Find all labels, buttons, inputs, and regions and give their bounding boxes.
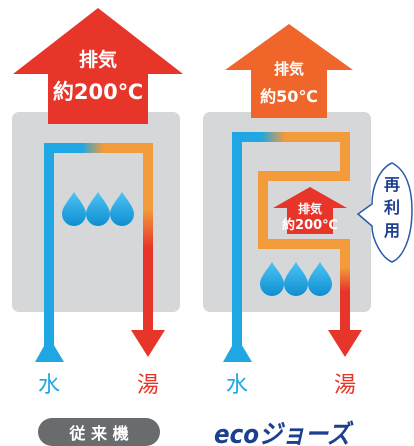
right-hot-outlet-arrow-icon — [328, 330, 362, 357]
eco-jozu-logo-text: ecoジョーズ — [214, 420, 354, 446]
reuse-bubble — [356, 162, 413, 263]
left-water-label: 水 — [38, 373, 60, 398]
left-unit: 排気 約200℃ 水 湯 従 来 機 — [12, 8, 183, 446]
right-drops-icon — [260, 262, 332, 296]
conventional-caption-badge — [38, 418, 160, 446]
right-mid-pipe-1 — [258, 171, 350, 181]
right-exhaust-label: 排気 — [274, 60, 304, 78]
right-mid-pipe-3 — [258, 239, 350, 249]
right-upper-pipe — [340, 132, 350, 180]
reuse-char-1: 再 — [384, 175, 400, 194]
flame-drops-icon — [62, 192, 134, 226]
right-cold-pipe — [232, 132, 242, 347]
hot-outlet-arrow-icon — [131, 330, 165, 357]
inner-exhaust-label: 排気 — [298, 201, 322, 216]
left-cold-pipe — [44, 143, 54, 348]
right-unit: 排気 約200℃ 排気 約50℃ 再 利 用 水 湯 ecoジョーズ — [203, 24, 413, 446]
conventional-caption: 従 来 機 — [68, 424, 128, 443]
inner-exhaust-temp: 約200℃ — [282, 217, 338, 233]
left-top-pipe — [44, 143, 152, 153]
right-water-label: 水 — [226, 373, 248, 398]
reuse-char-3: 用 — [384, 221, 400, 240]
right-mid-pipe-2 — [258, 171, 268, 249]
cold-inlet-arrow-icon — [35, 337, 64, 362]
left-hot-pipe — [143, 143, 153, 333]
left-exhaust-label: 排気 — [79, 48, 117, 71]
right-cold-inlet-arrow-icon — [223, 337, 252, 362]
right-top-pipe — [232, 132, 350, 142]
inner-exhaust-arrow — [273, 187, 347, 234]
eco-jozu-logo: ecoジョーズ — [214, 420, 354, 446]
reuse-char-2: 利 — [384, 198, 400, 217]
right-hot-pipe — [340, 239, 350, 334]
right-hot-label: 湯 — [334, 373, 356, 398]
right-exhaust-arrow — [225, 24, 353, 118]
left-exhaust-temp: 約200℃ — [53, 80, 143, 104]
left-exhaust-arrow — [13, 8, 183, 124]
left-hot-label: 湯 — [137, 373, 159, 398]
right-exhaust-temp: 約50℃ — [260, 87, 318, 106]
